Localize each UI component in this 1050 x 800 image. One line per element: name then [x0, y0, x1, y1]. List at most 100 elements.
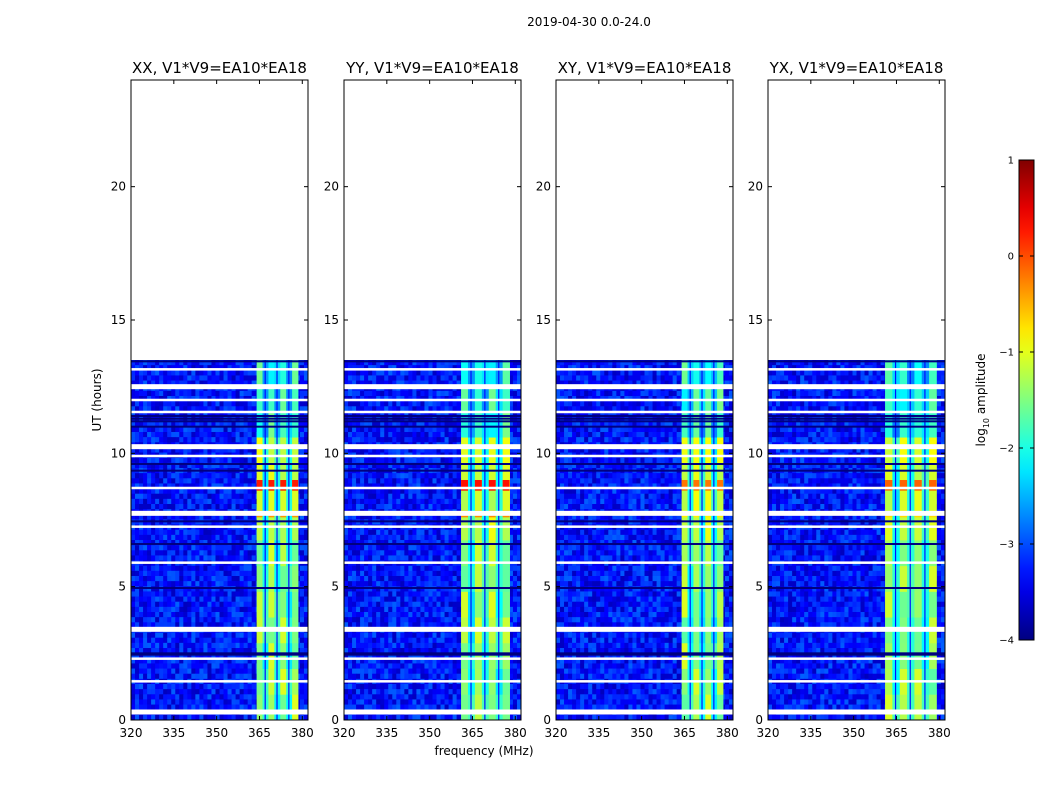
heatmap-cell	[195, 498, 200, 505]
heatmap-cell	[171, 694, 176, 700]
heatmap-cell	[143, 704, 148, 711]
heatmap-cell	[219, 396, 224, 402]
heatmap-cell	[195, 581, 200, 587]
heatmap-cell	[432, 550, 437, 556]
heatmap-cell	[183, 360, 188, 366]
heatmap-cell	[444, 447, 449, 453]
heatmap-cell	[299, 483, 305, 489]
heatmap-cell	[135, 540, 140, 546]
heatmap-cell	[211, 591, 216, 597]
heatmap-cell	[167, 478, 172, 484]
heatmap-cell	[235, 406, 240, 412]
heatmap-cell	[299, 550, 305, 556]
heatmap-cell	[159, 617, 164, 623]
heatmap-cell	[235, 694, 240, 700]
heatmap-cell	[440, 555, 445, 561]
heatmap-cell	[131, 380, 136, 387]
heatmap-cell	[516, 380, 521, 387]
heatmap-cell	[436, 545, 441, 551]
heatmap-cell	[207, 462, 212, 469]
heatmap-cell	[167, 617, 172, 623]
heatmap-cell	[131, 534, 136, 541]
heatmap-cell	[303, 483, 308, 489]
heatmap-cell	[195, 637, 200, 644]
heatmap-cell	[203, 462, 208, 469]
heatmap-cell	[392, 370, 397, 376]
heatmap-cell	[372, 540, 377, 546]
heatmap-cell	[147, 473, 152, 479]
heatmap-cell	[227, 462, 232, 469]
heatmap-cell	[167, 370, 172, 376]
heatmap-cell	[219, 714, 224, 720]
heatmap-cell	[448, 370, 453, 376]
heatmap-cell	[151, 457, 156, 464]
heatmap-cell	[516, 432, 521, 438]
heatmap-cell	[388, 447, 393, 453]
heatmap-cell	[364, 555, 369, 561]
heatmap-cell	[239, 390, 244, 397]
heatmap-cell	[231, 555, 236, 561]
heatmap-cell	[372, 462, 377, 469]
heatmap-cell	[448, 375, 453, 381]
heatmap-cell	[344, 421, 349, 428]
heatmap-cell	[211, 663, 216, 669]
heatmap-cell	[175, 586, 180, 592]
heatmap-cell	[251, 426, 256, 433]
heatmap-cell	[167, 714, 172, 720]
heatmap-cell	[444, 370, 449, 376]
heatmap-cell	[191, 565, 196, 572]
heatmap-cell	[195, 478, 200, 484]
heatmap-cell	[223, 673, 228, 680]
heatmap-cell	[235, 555, 240, 561]
heatmap-cell	[428, 421, 433, 428]
heatmap-cell	[239, 540, 244, 546]
heatmap-cell	[203, 632, 208, 639]
heatmap-cell	[356, 390, 361, 397]
heatmap-cell	[388, 360, 393, 366]
heatmap-cell	[247, 591, 252, 597]
heatmap-cell	[163, 421, 168, 428]
heatmap-cell	[143, 370, 148, 376]
heatmap-cell	[448, 498, 453, 505]
heatmap-cell	[135, 637, 140, 644]
heatmap-cell	[211, 473, 216, 479]
heatmap-cell	[396, 488, 401, 495]
heatmap-cell	[219, 632, 224, 639]
heatmap-cell	[436, 550, 441, 556]
heatmap-cell	[147, 622, 152, 628]
heatmap-cell	[368, 534, 373, 541]
heatmap-cell	[420, 360, 425, 366]
heatmap-cell	[380, 488, 385, 495]
heatmap-cell	[247, 534, 252, 541]
heatmap-cell	[223, 632, 228, 639]
heatmap-cell	[179, 565, 184, 572]
heatmap-cell	[211, 704, 216, 711]
heatmap-cell	[167, 447, 172, 453]
heatmap-cell	[392, 514, 397, 520]
heatmap-cell	[155, 673, 160, 680]
heatmap-cell	[384, 437, 389, 443]
heatmap-cell	[512, 360, 518, 366]
heatmap-cell	[171, 653, 176, 659]
heatmap-cell	[348, 534, 353, 541]
heatmap-cell	[231, 437, 236, 443]
heatmap-cell	[195, 396, 200, 402]
heatmap-cell	[396, 473, 401, 479]
heatmap-cell	[163, 514, 168, 520]
heatmap-cell	[516, 529, 521, 536]
heatmap-cell	[512, 370, 518, 376]
heatmap-cell	[135, 396, 140, 402]
heatmap-cell	[151, 658, 156, 664]
heatmap-cell	[167, 534, 172, 541]
heatmap-cell	[199, 617, 204, 623]
heatmap-cell	[356, 365, 361, 371]
heatmap-cell	[139, 396, 144, 402]
rfi-band	[268, 411, 275, 438]
heatmap-cell	[191, 581, 196, 587]
heatmap-cell	[199, 668, 204, 675]
heatmap-cell	[368, 411, 373, 417]
heatmap-cell	[219, 437, 224, 443]
heatmap-cell	[408, 396, 413, 402]
heatmap-cell	[211, 668, 216, 675]
heatmap-cell	[356, 401, 361, 407]
